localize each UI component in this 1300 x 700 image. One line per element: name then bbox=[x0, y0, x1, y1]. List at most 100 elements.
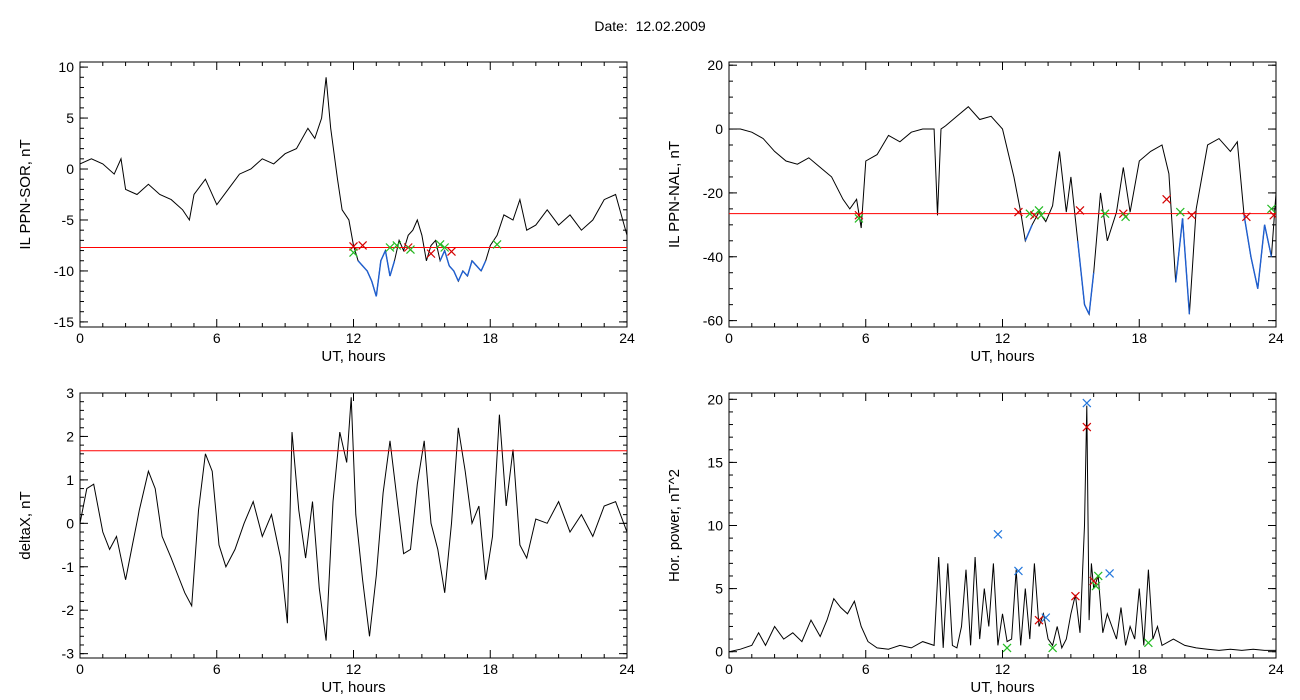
event-marker-green bbox=[492, 240, 502, 249]
event-marker-red bbox=[1162, 194, 1172, 204]
event-segment bbox=[1077, 240, 1086, 305]
y-tick-label: 0 bbox=[715, 121, 723, 137]
event-marker-green bbox=[440, 243, 450, 252]
marker-stroke bbox=[1075, 206, 1085, 215]
event-marker-red bbox=[854, 210, 864, 220]
y-tick-label: -1 bbox=[62, 559, 75, 575]
event-segment bbox=[448, 265, 455, 272]
event-segment bbox=[466, 260, 473, 277]
event-marker-red bbox=[1034, 615, 1044, 625]
marker-stroke bbox=[1143, 638, 1153, 648]
plot-frame bbox=[79, 392, 628, 659]
y-tick-label: 20 bbox=[707, 57, 723, 73]
y-tick-label: -20 bbox=[703, 185, 723, 201]
plot-frame bbox=[79, 61, 628, 328]
event-segment bbox=[1088, 272, 1095, 315]
event-segment bbox=[389, 260, 396, 277]
marker-stroke bbox=[854, 214, 864, 223]
event-segment bbox=[480, 260, 487, 272]
x-tick-label: 18 bbox=[1131, 330, 1147, 346]
marker-stroke bbox=[1082, 398, 1092, 408]
event-marker-green bbox=[392, 241, 402, 250]
event-marker-green bbox=[385, 243, 395, 252]
x-tick-label: 6 bbox=[213, 330, 221, 346]
data-layer bbox=[80, 397, 627, 641]
event-segment bbox=[357, 260, 364, 267]
y-axis-label: deltaX, nT bbox=[17, 491, 34, 559]
y-axis-label: IL PPN-NAL, nT bbox=[666, 141, 683, 248]
event-segment bbox=[1175, 218, 1184, 283]
event-marker-blue bbox=[1041, 613, 1051, 623]
event-marker-blue bbox=[993, 529, 1003, 539]
event-marker-green bbox=[1093, 571, 1103, 581]
event-marker-green bbox=[1048, 643, 1058, 653]
event-marker-green bbox=[435, 240, 445, 249]
event-marker-green bbox=[1100, 209, 1110, 219]
x-axis-label: UT, hours bbox=[321, 679, 385, 696]
event-segment bbox=[476, 265, 482, 272]
event-segment bbox=[471, 260, 478, 267]
marker-stroke bbox=[1093, 571, 1103, 581]
marker-stroke bbox=[1014, 566, 1023, 576]
data-layer bbox=[729, 106, 1276, 316]
marker-stroke bbox=[1269, 212, 1276, 220]
y-tick-label: -10 bbox=[54, 263, 74, 279]
y-tick-label: 2 bbox=[66, 428, 74, 444]
y-tick-label: 3 bbox=[66, 385, 74, 401]
x-tick-label: 24 bbox=[619, 330, 635, 346]
x-tick-label: 12 bbox=[346, 661, 362, 677]
marker-stroke bbox=[1175, 207, 1185, 217]
y-tick-label: 0 bbox=[715, 644, 723, 660]
marker-stroke bbox=[1048, 643, 1058, 653]
marker-stroke bbox=[993, 529, 1003, 539]
event-segment bbox=[457, 270, 464, 282]
event-marker-red bbox=[358, 241, 368, 250]
marker-stroke bbox=[854, 210, 864, 220]
event-segment bbox=[1257, 224, 1266, 289]
event-segment bbox=[453, 270, 459, 282]
event-marker-red bbox=[1187, 210, 1197, 220]
event-segment bbox=[362, 265, 368, 272]
marker-stroke bbox=[1041, 613, 1051, 623]
panel-nal: 0 6 12 18 24 UT, hours -60 -40 -20 0 20 IL PPN-NAL,… bbox=[666, 57, 1284, 365]
event-segment bbox=[375, 260, 382, 297]
event-marker-red bbox=[1075, 206, 1085, 215]
y-axis-label: Hor. power, nT^2 bbox=[666, 469, 683, 582]
marker-stroke bbox=[1187, 210, 1197, 220]
event-marker-red bbox=[447, 247, 456, 257]
event-marker-green bbox=[1267, 204, 1276, 214]
plot-frame bbox=[728, 61, 1277, 328]
event-marker-red bbox=[1241, 212, 1251, 222]
x-tick-label: 12 bbox=[995, 661, 1011, 677]
event-marker-green bbox=[854, 214, 864, 223]
y-tick-label: 0 bbox=[66, 161, 74, 177]
panel-sor: 0 6 12 18 24 UT, hours -15 -10 -5 0 5 10 IL PPN-SOR,… bbox=[17, 59, 635, 365]
event-marker-green bbox=[406, 245, 415, 254]
y-tick-label: -5 bbox=[62, 212, 75, 228]
series-line bbox=[80, 397, 627, 641]
event-marker-blue bbox=[1105, 569, 1115, 578]
marker-stroke bbox=[392, 241, 402, 250]
event-segment bbox=[439, 250, 446, 262]
event-marker-green bbox=[1034, 206, 1044, 215]
event-segment bbox=[1024, 224, 1033, 242]
x-axis-label: UT, hours bbox=[970, 348, 1034, 365]
series-line bbox=[80, 77, 627, 297]
marker-stroke bbox=[1105, 569, 1115, 578]
marker-stroke bbox=[1118, 209, 1128, 219]
marker-stroke bbox=[440, 243, 450, 252]
x-tick-label: 12 bbox=[995, 330, 1011, 346]
event-marker-red bbox=[1082, 422, 1092, 432]
x-tick-label: 12 bbox=[346, 330, 362, 346]
y-tick-label: 5 bbox=[715, 581, 723, 597]
event-marker-green bbox=[1002, 643, 1012, 653]
marker-stroke bbox=[349, 248, 358, 258]
event-segment bbox=[384, 250, 391, 277]
marker-stroke bbox=[1082, 422, 1092, 432]
x-tick-label: 0 bbox=[725, 330, 733, 346]
series-line bbox=[729, 405, 1276, 653]
y-tick-label: 10 bbox=[58, 59, 74, 75]
event-marker-blue bbox=[1014, 566, 1023, 576]
event-segment bbox=[1181, 218, 1191, 315]
event-marker-green bbox=[1091, 581, 1101, 591]
